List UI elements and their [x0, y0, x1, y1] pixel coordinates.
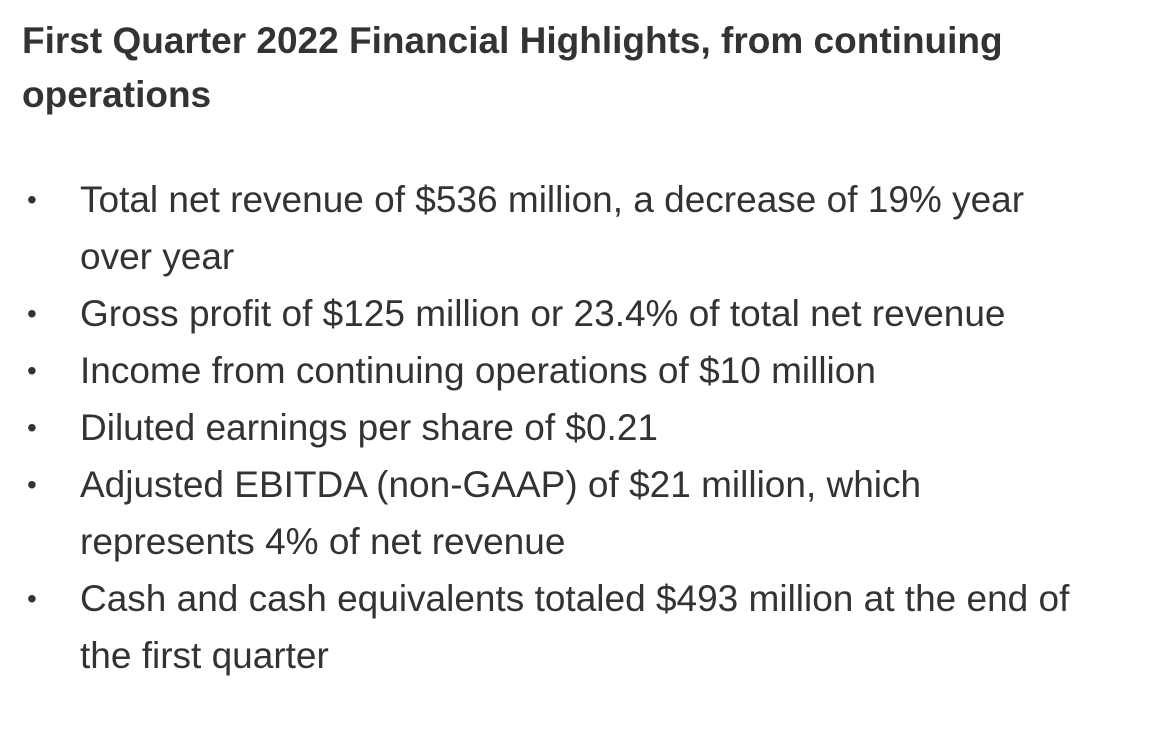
highlight-item: • Gross profit of $125 million or 23.4% … [0, 285, 1170, 342]
highlight-item: • Total net revenue of $536 million, a d… [0, 171, 1170, 285]
highlight-text: Diluted earnings per share of $0.21 [80, 407, 658, 448]
bullet-icon: • [27, 412, 37, 443]
bullet-icon: • [27, 298, 37, 329]
highlight-text: Cash and cash equivalents totaled $493 m… [80, 578, 1070, 676]
highlight-item: • Income from continuing operations of $… [0, 342, 1170, 399]
highlight-item: • Diluted earnings per share of $0.21 [0, 399, 1170, 456]
bullet-icon: • [27, 184, 37, 215]
bullet-icon: • [27, 583, 37, 614]
highlight-text: Gross profit of $125 million or 23.4% of… [80, 293, 1006, 334]
highlight-item: • Cash and cash equivalents totaled $493… [0, 570, 1170, 684]
highlight-text: Total net revenue of $536 million, a dec… [80, 179, 1025, 277]
highlights-list: • Total net revenue of $536 million, a d… [0, 171, 1170, 684]
bullet-icon: • [27, 469, 37, 500]
highlight-text: Income from continuing operations of $10… [80, 350, 876, 391]
section-heading: First Quarter 2022 Financial Highlights,… [22, 20, 1003, 115]
bullet-icon: • [27, 355, 37, 386]
highlight-text: Adjusted EBITDA (non-GAAP) of $21 millio… [80, 464, 922, 562]
highlight-item: • Adjusted EBITDA (non-GAAP) of $21 mill… [0, 456, 1170, 570]
